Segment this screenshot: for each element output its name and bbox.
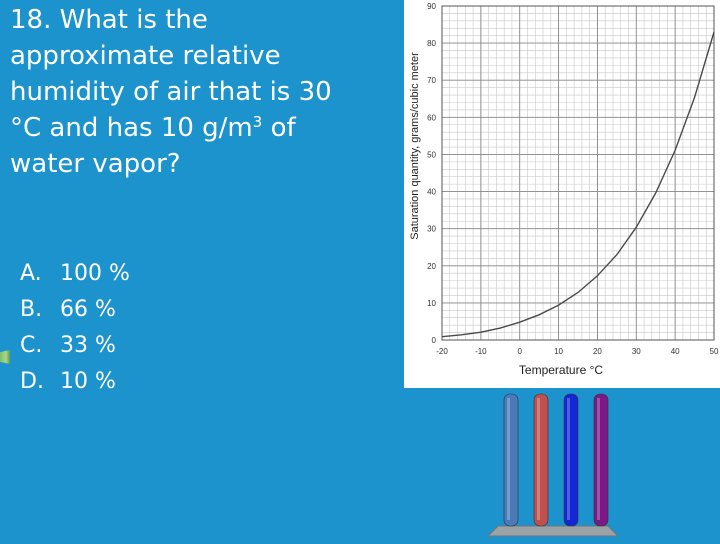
answer-letter: B.	[20, 297, 43, 322]
x-tick-label: 0	[517, 347, 522, 356]
answer-option-d[interactable]: D. 10 %	[20, 364, 130, 400]
bar-graph-svg	[486, 393, 620, 537]
x-tick-label: 20	[593, 347, 602, 356]
x-tick-label: 30	[632, 347, 641, 356]
y-tick-label: 20	[427, 262, 436, 271]
bar-graph-bar-highlight	[507, 398, 510, 520]
answer-option-a[interactable]: A. 100 %	[20, 256, 130, 292]
answer-text: 100 %	[60, 261, 130, 286]
x-tick-label: 40	[671, 347, 680, 356]
question-line: of	[262, 113, 296, 143]
question-line: 18. What is the	[10, 5, 208, 35]
answer-letter: C.	[20, 333, 43, 358]
bar-graph-bar	[563, 393, 579, 527]
y-tick-label: 10	[427, 299, 436, 308]
bar-graph-base	[486, 525, 620, 537]
question-line: water vapor?	[10, 149, 181, 179]
saturation-chart: -20 -10 0 10 20 30 40 50 0 10 20 30 40 50 60 70 80 90 Tem…	[404, 0, 720, 388]
bar-graph-bar-highlight	[567, 398, 570, 520]
answer-letter: A.	[20, 261, 42, 286]
answer-option-b[interactable]: B. 66 %	[20, 292, 130, 328]
y-tick-label: 50	[427, 150, 436, 159]
answer-option-c[interactable]: C. 33 %	[20, 328, 130, 364]
y-tick-label: 90	[427, 2, 436, 11]
bar-graph-bar-highlight	[597, 398, 600, 520]
answer-text: 66 %	[60, 297, 116, 322]
question-text: 18. What is the approximate relative hum…	[10, 2, 390, 182]
y-axis-label: Saturation quantity, grams/cubic meter	[409, 52, 421, 240]
y-tick-label: 40	[427, 188, 436, 197]
question-line: approximate relative	[10, 41, 281, 71]
x-axis-label: Temperature °C	[519, 363, 603, 377]
question-line: humidity of air that is 30	[10, 77, 332, 107]
bar-graph-icon	[486, 390, 620, 540]
saturation-curve	[441, 31, 715, 338]
answer-letter: D.	[20, 369, 44, 394]
y-tick-label: 0	[432, 336, 437, 345]
x-tick-label: -20	[436, 347, 448, 356]
chart-grid	[441, 5, 715, 341]
chart-ticks: -20 -10 0 10 20 30 40 50 0 10 20 30 40 50 60 70 80 90	[427, 2, 719, 356]
x-tick-label: -10	[475, 347, 487, 356]
unit-superscript: 3	[252, 113, 263, 131]
answer-list: A. 100 % B. 66 % C. 33 % D. 10 %	[20, 256, 130, 400]
y-tick-label: 80	[427, 39, 436, 48]
answer-text: 33 %	[60, 333, 116, 358]
y-tick-label: 30	[427, 225, 436, 234]
question-line: °C and has 10 g/m	[10, 113, 253, 143]
bar-graph-bar-highlight	[537, 398, 540, 520]
bar-graph-bar	[533, 393, 549, 527]
x-tick-label: 50	[710, 347, 719, 356]
arrow-pointer-icon	[0, 350, 10, 364]
chart-svg: -20 -10 0 10 20 30 40 50 0 10 20 30 40 50 60 70 80 90 Tem…	[409, 2, 719, 377]
bar-graph-bar	[593, 393, 609, 527]
y-tick-label: 70	[427, 76, 436, 85]
y-tick-label: 60	[427, 113, 436, 122]
chart-series	[441, 31, 715, 338]
answer-text: 10 %	[60, 369, 116, 394]
x-tick-label: 10	[554, 347, 563, 356]
plot-frame	[441, 5, 715, 341]
bar-graph-bar	[503, 393, 519, 527]
